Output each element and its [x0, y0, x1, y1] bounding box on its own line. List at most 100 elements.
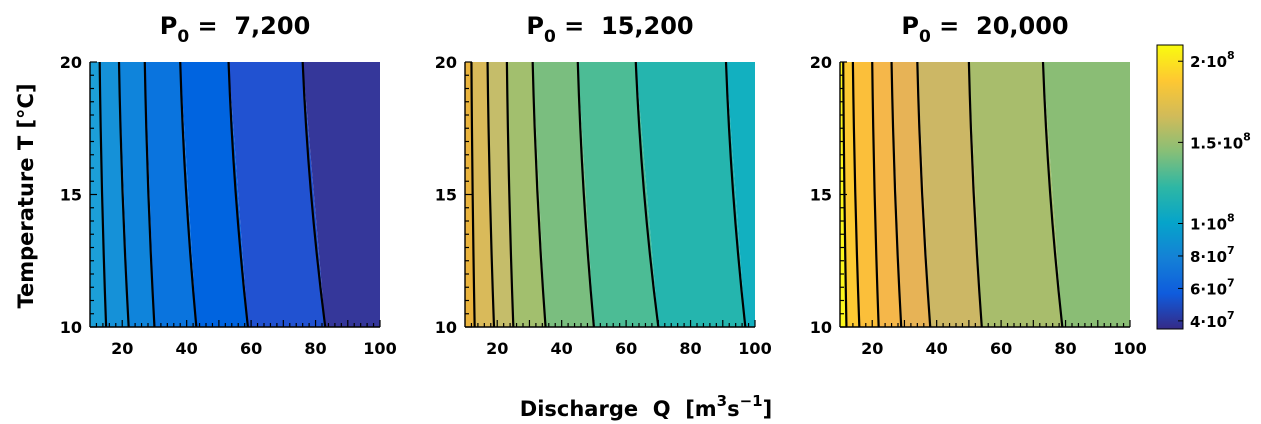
y-tick-label: 15	[810, 186, 832, 205]
colorbar-tick: 1·108	[1178, 212, 1235, 234]
colorbar-tick: 2·108	[1178, 49, 1235, 71]
color-bands	[840, 62, 1130, 327]
color-band	[843, 62, 860, 327]
x-tick-label: 20	[486, 339, 508, 358]
y-tick-label: 20	[435, 53, 457, 72]
x-tick-label: 40	[926, 339, 948, 358]
x-tick-labels: 20 40 60 80 100	[111, 339, 397, 358]
colorbar-tick: 4·107	[1178, 309, 1235, 331]
contour-line	[634, 61, 660, 328]
contour-line	[724, 61, 747, 328]
x-axis-label-text: ]	[763, 397, 773, 421]
minor-ticks	[89, 61, 381, 328]
x-tick-label: 20	[111, 339, 133, 358]
colorbar-scale	[1156, 44, 1184, 330]
title-value: = 15,200	[556, 12, 694, 40]
title-symbol: P	[901, 12, 919, 40]
panel-title: P0 = 20,000	[901, 12, 1068, 47]
panels: P0 = 7,200 20 40 60 80 100 10 15 20 P0 =…	[60, 12, 1147, 358]
contour-line	[505, 61, 515, 328]
x-tick-label: 40	[176, 339, 198, 358]
x-tick-label: 100	[1113, 339, 1146, 358]
panel-p0-20000: P0 = 20,000 20 40 60 80 100 10 15 20	[810, 12, 1147, 358]
contour-line	[890, 61, 903, 328]
x-tick-label: 100	[738, 339, 771, 358]
panel-p0-15200: P0 = 15,200 20 40 60 80 100 10 15 20	[435, 12, 772, 358]
color-band	[872, 62, 902, 327]
colorbar-tick: 1.5·108	[1178, 130, 1251, 152]
color-band	[228, 62, 326, 327]
contour-line	[851, 61, 861, 328]
colorbar-tick-label: 6·107	[1190, 276, 1235, 298]
contour-lines	[470, 61, 747, 328]
contour-line	[576, 61, 595, 328]
color-band	[577, 62, 659, 327]
contour-line	[531, 61, 547, 328]
panel-p0-7200: P0 = 7,200 20 40 60 80 100 10 15 20	[60, 12, 397, 358]
y-tick-label: 10	[810, 318, 832, 337]
x-tick-label: 80	[1054, 339, 1076, 358]
x-tick-label: 80	[679, 339, 701, 358]
contour-line	[117, 61, 130, 328]
x-tick-label: 60	[990, 339, 1012, 358]
colorbar-tick-label: 2·108	[1190, 49, 1235, 71]
colorbar-ticks: 2·108 1.5·108 1·108 8·107 6·107 4·107	[1178, 49, 1251, 331]
contour-lines	[98, 61, 327, 328]
color-band	[726, 62, 755, 327]
contour-line	[486, 61, 496, 328]
color-band	[99, 62, 129, 327]
x-tick-label: 40	[551, 339, 573, 358]
y-tick-label: 15	[435, 186, 457, 205]
color-band	[532, 62, 594, 327]
minor-ticks	[464, 61, 756, 328]
color-band	[90, 62, 107, 327]
contour-line	[227, 61, 249, 328]
title-subscript: 0	[544, 27, 556, 47]
contour-line	[967, 61, 983, 328]
y-axis-label: Temperature T [°C]	[14, 83, 38, 308]
title-subscript: 0	[919, 27, 931, 47]
contour-line	[871, 61, 880, 328]
x-axis-label: Discharge Q [m3s−1]	[520, 392, 772, 421]
y-tick-label: 10	[60, 318, 82, 337]
y-tick-label: 10	[435, 318, 457, 337]
colorbar-tick: 8·107	[1178, 244, 1235, 266]
x-axis-label-text: Discharge Q [m	[520, 397, 717, 421]
x-axis-label-text: s	[727, 397, 740, 421]
contour-line	[1041, 61, 1064, 328]
contour-line	[98, 61, 108, 328]
colorbar: 2·108 1.5·108 1·108 8·107 6·107 4·107	[1156, 44, 1251, 331]
colorbar-tick-label: 1.5·108	[1190, 130, 1251, 152]
title-subscript: 0	[177, 27, 189, 47]
minor-ticks	[839, 61, 1131, 328]
title-value: = 20,000	[931, 12, 1069, 40]
contour-line	[143, 61, 156, 328]
x-tick-label: 60	[240, 339, 262, 358]
x-tick-label: 80	[304, 339, 326, 358]
color-band	[968, 62, 1063, 327]
title-symbol: P	[526, 12, 544, 40]
x-axis-label-superscript: −1	[740, 392, 763, 410]
y-tick-label: 20	[810, 53, 832, 72]
x-tick-labels: 20 40 60 80 100	[861, 339, 1147, 358]
y-tick-labels: 10 15 20	[435, 53, 457, 337]
panel-title: P0 = 15,200	[526, 12, 693, 47]
color-band	[506, 62, 546, 327]
y-tick-label: 15	[60, 186, 82, 205]
color-band	[635, 62, 746, 327]
y-tick-label: 20	[60, 53, 82, 72]
title-value: = 7,200	[189, 12, 310, 40]
colorbar-tick: 6·107	[1178, 276, 1235, 298]
y-tick-labels: 10 15 20	[810, 53, 832, 337]
y-tick-labels: 10 15 20	[60, 53, 82, 337]
contour-line	[179, 61, 198, 328]
colorbar-tick-label: 8·107	[1190, 244, 1235, 266]
x-axis-label-superscript: 3	[717, 392, 727, 410]
colorbar-tick-label: 4·107	[1190, 309, 1235, 331]
contour-line	[470, 61, 476, 328]
title-symbol: P	[160, 12, 178, 40]
color-band	[917, 62, 982, 327]
color-band	[1043, 62, 1130, 327]
colorbar-tick-label: 1·108	[1190, 212, 1235, 234]
